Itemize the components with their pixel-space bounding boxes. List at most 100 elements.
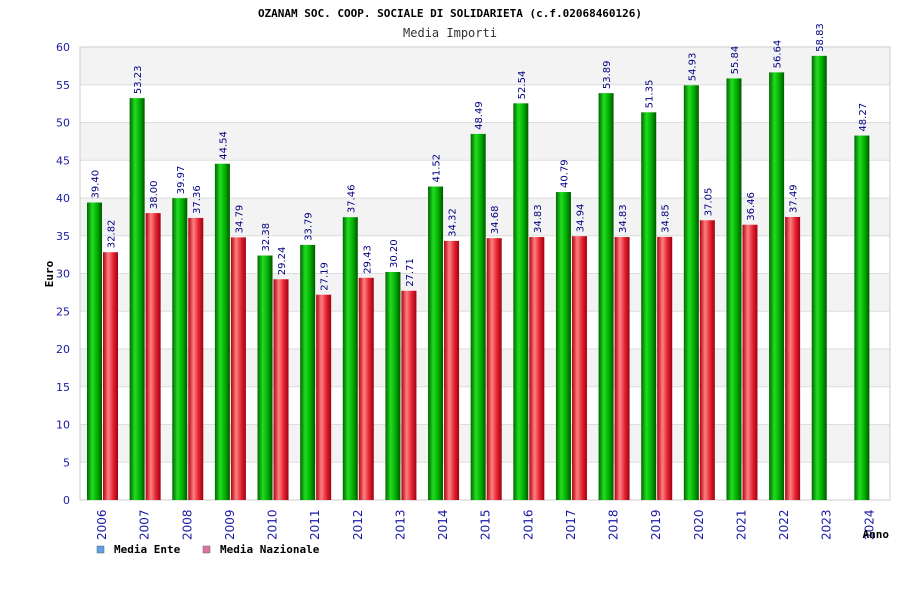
value-label: 53.89 — [602, 60, 613, 89]
bar-media-nazionale-2020 — [699, 220, 715, 500]
y-tick-label: 60 — [56, 41, 70, 54]
bar-media-ente-2009 — [214, 163, 230, 500]
grid-band — [80, 47, 890, 85]
value-label: 29.24 — [277, 247, 288, 276]
legend: Media Ente Media Nazionale — [96, 543, 320, 556]
value-label: 48.49 — [474, 101, 485, 130]
bar-media-nazionale-2022 — [785, 216, 801, 500]
legend-swatch — [96, 545, 105, 554]
bars — [87, 55, 870, 501]
value-label: 56.64 — [773, 40, 784, 69]
x-tick-label: 2020 — [692, 509, 706, 540]
bar-media-nazionale-2018 — [614, 237, 630, 500]
value-label: 30.20 — [389, 239, 400, 268]
legend-label: Media Ente — [114, 543, 181, 556]
x-tick-label: 2017 — [564, 509, 578, 540]
x-tick-label: 2007 — [138, 509, 152, 540]
value-label: 27.71 — [405, 258, 416, 287]
y-tick-label: 30 — [56, 268, 70, 281]
bar-media-ente-2016 — [513, 103, 529, 500]
value-label: 34.32 — [448, 208, 459, 237]
x-tick-label: 2012 — [351, 509, 365, 540]
x-tick-label: 2010 — [266, 509, 280, 540]
legend-label: Media Nazionale — [220, 543, 320, 556]
bar-media-ente-2006 — [87, 202, 102, 500]
value-label: 34.83 — [618, 204, 629, 233]
value-label: 29.43 — [362, 245, 373, 274]
bar-media-ente-2018 — [598, 93, 614, 501]
y-tick-label: 25 — [56, 305, 70, 318]
y-tick-label: 50 — [56, 117, 70, 130]
value-label: 48.27 — [858, 103, 869, 132]
x-tick-label: 2018 — [607, 509, 621, 540]
value-label: 32.38 — [261, 223, 272, 252]
value-label: 37.36 — [192, 185, 203, 214]
value-label: 41.52 — [432, 154, 443, 183]
bar-media-nazionale-2007 — [145, 213, 161, 500]
bar-media-ente-2013 — [385, 271, 401, 500]
bar-media-ente-2021 — [726, 78, 742, 501]
value-label: 32.82 — [107, 220, 118, 249]
x-tick-label: 2013 — [393, 509, 407, 540]
bar-media-nazionale-2014 — [444, 240, 460, 500]
x-tick-label: 2006 — [95, 509, 109, 540]
x-tick-label: 2023 — [820, 509, 834, 540]
y-axis-label: Euro — [43, 260, 56, 287]
value-labels: 39.40 32.82 53.23 38.00 39.97 37.36 44.54 34.79… — [91, 23, 869, 291]
bar-media-ente-2008 — [172, 198, 188, 500]
bar-media-nazionale-2006 — [103, 252, 118, 500]
x-axis-label: Anno — [863, 528, 890, 541]
x-tick-label: 2014 — [436, 509, 450, 540]
bar-media-ente-2014 — [428, 186, 444, 501]
x-tick-label: 2015 — [479, 509, 493, 540]
x-tick-label: 2009 — [223, 509, 237, 540]
x-tick-label: 2011 — [308, 509, 322, 540]
y-tick-label: 55 — [56, 79, 70, 92]
bar-media-nazionale-2009 — [230, 237, 246, 500]
y-tick-label: 40 — [56, 192, 70, 205]
x-tick-label: 2022 — [777, 509, 791, 540]
bar-media-nazionale-2013 — [401, 290, 417, 500]
x-tick-label: 2016 — [521, 509, 535, 540]
chart-subtitle: Media Importi — [403, 26, 497, 40]
value-label: 34.83 — [533, 204, 544, 233]
bar-media-nazionale-2015 — [486, 238, 502, 500]
bar-media-ente-2023 — [811, 55, 827, 501]
value-label: 37.05 — [703, 188, 714, 217]
bar-media-ente-2011 — [300, 244, 316, 500]
value-label: 37.46 — [346, 185, 357, 214]
grid-band — [80, 84, 890, 123]
value-label: 52.54 — [517, 71, 528, 100]
value-label: 27.19 — [320, 262, 331, 291]
chart-title: OZANAM SOC. COOP. SOCIALE DI SOLIDARIETA… — [258, 7, 642, 20]
bar-media-nazionale-2017 — [571, 236, 587, 500]
value-label: 51.35 — [645, 80, 656, 109]
bar-media-ente-2012 — [342, 217, 358, 500]
x-tick-label: 2008 — [180, 509, 194, 540]
bar-media-ente-2017 — [555, 192, 571, 500]
value-label: 34.79 — [234, 205, 245, 234]
y-tick-label: 35 — [56, 230, 70, 243]
y-axis-ticks: 0 5 10 15 20 25 30 35 40 45 50 55 60 — [56, 41, 70, 507]
value-label: 40.79 — [559, 159, 570, 188]
x-tick-label: 2019 — [649, 509, 663, 540]
value-label: 33.79 — [304, 212, 315, 241]
bar-media-ente-2015 — [470, 133, 486, 500]
value-label: 39.40 — [91, 170, 102, 199]
value-label: 37.49 — [789, 184, 800, 213]
y-tick-label: 20 — [56, 343, 70, 356]
value-label: 34.68 — [490, 206, 501, 235]
y-tick-label: 5 — [63, 456, 70, 469]
bar-media-nazionale-2019 — [657, 236, 673, 500]
bar-media-ente-2010 — [257, 255, 273, 500]
y-tick-label: 15 — [56, 381, 70, 394]
value-label: 55.84 — [730, 46, 741, 75]
bar-media-nazionale-2016 — [529, 237, 545, 500]
value-label: 53.23 — [133, 65, 144, 94]
bar-media-nazionale-2021 — [742, 224, 758, 501]
bar-media-nazionale-2011 — [316, 294, 332, 500]
x-tick-label: 2021 — [734, 509, 748, 540]
y-tick-label: 10 — [56, 419, 70, 432]
value-label: 58.83 — [815, 23, 826, 52]
bar-media-ente-2022 — [769, 72, 785, 501]
